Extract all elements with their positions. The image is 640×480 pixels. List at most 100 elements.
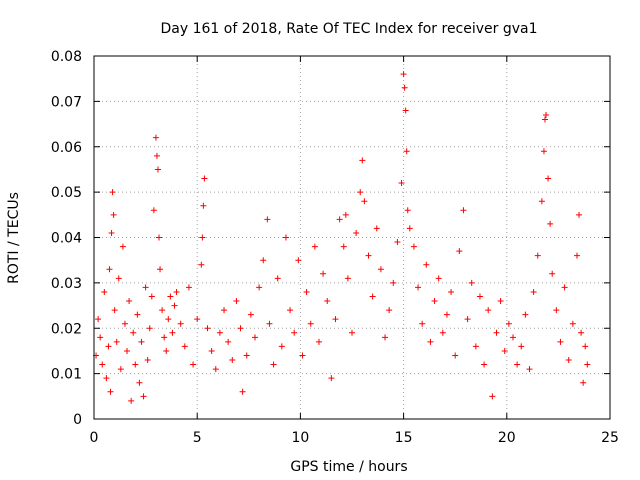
data-point (530, 288, 537, 295)
data-point (121, 320, 128, 327)
data-point (485, 307, 492, 314)
data-point (547, 220, 554, 227)
data-point (315, 338, 322, 345)
data-point (201, 175, 208, 182)
data-point (153, 152, 160, 159)
data-point (159, 307, 166, 314)
data-point (489, 393, 496, 400)
data-point (565, 357, 572, 364)
data-point (403, 148, 410, 155)
data-point (404, 207, 411, 214)
data-point (291, 329, 298, 336)
data-point (150, 207, 157, 214)
data-point (169, 329, 176, 336)
y-tick-label: 0.07 (51, 94, 82, 110)
data-point (132, 361, 139, 368)
data-point (134, 311, 141, 318)
data-point (117, 366, 124, 373)
data-point (142, 284, 149, 291)
data-point (303, 288, 310, 295)
data-point (522, 311, 529, 318)
data-point (161, 334, 168, 341)
x-tick-label: 0 (90, 430, 99, 446)
data-point (278, 343, 285, 350)
data-point (534, 252, 541, 259)
data-point (365, 252, 372, 259)
data-point (328, 375, 335, 382)
data-point (543, 111, 550, 118)
data-point (287, 307, 294, 314)
data-point (185, 284, 192, 291)
data-point (569, 320, 576, 327)
data-point (119, 243, 126, 250)
data-point (398, 180, 405, 187)
data-point (156, 234, 163, 241)
data-point (113, 338, 120, 345)
data-point (212, 366, 219, 373)
data-point (299, 352, 306, 359)
data-point (344, 275, 351, 282)
data-point (198, 261, 205, 268)
data-point (369, 293, 376, 300)
data-point (311, 243, 318, 250)
data-point (107, 388, 114, 395)
data-point (243, 352, 250, 359)
data-point (406, 225, 413, 232)
data-point (126, 298, 133, 305)
data-point (561, 284, 568, 291)
data-point (256, 284, 263, 291)
data-point (307, 320, 314, 327)
data-point (460, 207, 467, 214)
data-point (194, 316, 201, 323)
data-point (136, 379, 143, 386)
data-point (423, 261, 430, 268)
data-point (377, 266, 384, 273)
data-point (553, 307, 560, 314)
data-point (181, 343, 188, 350)
data-point (549, 270, 556, 277)
data-point (578, 329, 585, 336)
data-point (540, 148, 547, 155)
data-point (526, 366, 533, 373)
data-point (239, 388, 246, 395)
data-point (580, 379, 587, 386)
data-point (266, 320, 273, 327)
data-point (394, 239, 401, 246)
y-tick-label: 0.08 (51, 49, 82, 65)
data-point (115, 275, 122, 282)
y-tick-label: 0.06 (51, 140, 82, 156)
data-point (431, 298, 438, 305)
data-point (103, 375, 110, 382)
data-point (108, 229, 115, 236)
data-point (140, 393, 147, 400)
data-point (247, 311, 254, 318)
data-point (332, 316, 339, 323)
data-point (342, 211, 349, 218)
data-point (110, 211, 117, 218)
data-point (573, 252, 580, 259)
data-point (177, 320, 184, 327)
y-axis-label: ROTI / TECUs (6, 192, 22, 284)
data-point (163, 347, 170, 354)
data-point (386, 307, 393, 314)
data-point (576, 211, 583, 218)
data-point (472, 343, 479, 350)
data-point (111, 307, 118, 314)
data-point (443, 311, 450, 318)
data-point (497, 298, 504, 305)
grid (94, 56, 610, 419)
data-point (435, 275, 442, 282)
data-point (505, 320, 512, 327)
data-point (545, 175, 552, 182)
data-point (109, 189, 116, 196)
data-point (400, 71, 407, 78)
data-point (216, 329, 223, 336)
axes: 0 5 10 15 20 25 0 0.01 0.02 0.03 0.04 0.05 0.06 0.07 0… (51, 49, 619, 446)
x-tick-label: 10 (291, 430, 309, 446)
data-point (382, 334, 389, 341)
x-tick-label: 5 (193, 430, 202, 446)
data-point (165, 316, 172, 323)
data-point (452, 352, 459, 359)
data-point (221, 307, 228, 314)
